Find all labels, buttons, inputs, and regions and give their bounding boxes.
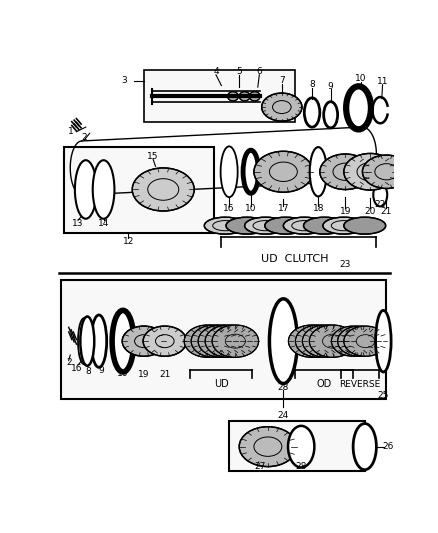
Text: 16: 16 [71,364,82,373]
Ellipse shape [265,217,307,234]
Ellipse shape [254,151,313,192]
Text: 8: 8 [309,80,315,89]
Text: 11: 11 [377,77,389,86]
Text: 16: 16 [223,204,235,213]
Text: 15: 15 [148,152,159,161]
Ellipse shape [283,217,325,234]
Ellipse shape [221,147,238,197]
Text: 28: 28 [278,383,289,392]
Text: 14: 14 [98,219,109,228]
Text: 10: 10 [117,369,129,378]
Ellipse shape [239,92,250,101]
Ellipse shape [332,326,375,356]
Ellipse shape [191,325,238,357]
Ellipse shape [228,92,238,101]
Text: 12: 12 [123,237,134,246]
Text: REVERSE: REVERSE [339,380,381,389]
Ellipse shape [310,147,327,196]
Text: 17: 17 [278,204,289,213]
Ellipse shape [376,310,391,372]
Text: 21: 21 [381,206,392,215]
Ellipse shape [288,325,335,357]
Text: 27: 27 [254,462,266,471]
Ellipse shape [198,325,245,357]
Ellipse shape [344,154,396,190]
Ellipse shape [269,299,297,384]
Ellipse shape [344,326,387,356]
Text: 20: 20 [364,206,376,215]
Text: 8: 8 [85,367,91,376]
Text: UD  CLUTCH: UD CLUTCH [261,254,329,264]
Ellipse shape [93,160,114,219]
Text: 2: 2 [66,358,71,367]
Text: 10: 10 [245,204,257,213]
Ellipse shape [204,217,246,234]
Text: 21: 21 [159,370,170,379]
Text: 10: 10 [355,74,367,83]
Text: OD: OD [316,379,331,389]
Text: 9: 9 [99,366,104,375]
Ellipse shape [245,217,286,234]
Text: 1: 1 [68,127,74,136]
Ellipse shape [304,217,346,234]
Ellipse shape [243,150,258,193]
Ellipse shape [295,325,342,357]
Ellipse shape [112,310,134,372]
Ellipse shape [212,325,258,357]
Ellipse shape [249,92,260,101]
FancyBboxPatch shape [229,421,365,471]
Text: 25: 25 [378,391,389,400]
Ellipse shape [261,93,302,121]
Text: 28: 28 [296,462,307,471]
Ellipse shape [320,154,371,190]
Ellipse shape [205,325,251,357]
Ellipse shape [344,217,386,234]
Text: 3: 3 [122,76,127,85]
Ellipse shape [226,217,268,234]
Ellipse shape [143,326,187,356]
Text: 24: 24 [278,410,289,419]
FancyBboxPatch shape [64,147,214,233]
Text: 22: 22 [374,199,386,208]
Text: 4: 4 [213,67,219,76]
Ellipse shape [288,426,314,467]
Ellipse shape [80,317,94,366]
Text: 7: 7 [279,76,285,85]
Text: UD: UD [214,379,229,389]
Ellipse shape [362,155,410,189]
Text: 5: 5 [237,67,242,76]
Text: 18: 18 [312,204,324,213]
Ellipse shape [184,325,231,357]
Text: 2: 2 [81,133,87,142]
Ellipse shape [75,160,97,219]
Ellipse shape [122,326,166,356]
Ellipse shape [302,325,349,357]
Text: 13: 13 [72,219,84,228]
FancyBboxPatch shape [144,70,295,122]
Ellipse shape [132,168,194,211]
Ellipse shape [239,427,297,466]
Ellipse shape [323,217,365,234]
Ellipse shape [78,318,90,364]
Ellipse shape [91,315,107,367]
Ellipse shape [353,424,376,470]
Text: 19: 19 [339,206,351,215]
Ellipse shape [338,326,381,356]
Ellipse shape [309,325,356,357]
Text: 6: 6 [257,67,262,76]
Text: 26: 26 [382,442,394,451]
Text: 19: 19 [138,370,150,379]
Text: 9: 9 [328,82,333,91]
FancyBboxPatch shape [61,280,386,399]
Text: 23: 23 [340,260,351,269]
